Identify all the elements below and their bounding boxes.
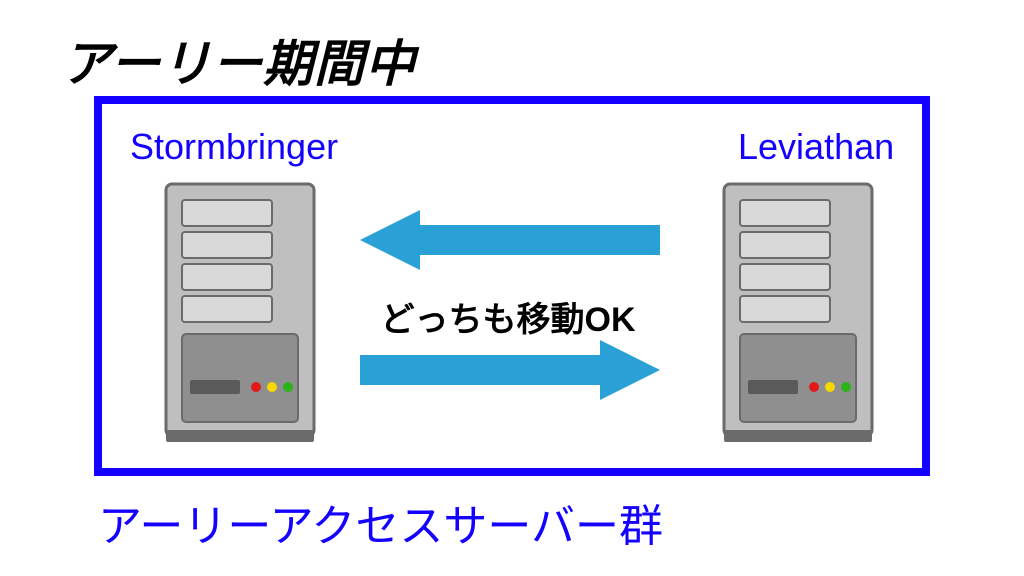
server-tower-icon <box>160 180 320 446</box>
diagram-canvas: アーリー期間中 Stormbringer Leviathan どっちも移動OK … <box>0 0 1024 576</box>
transfer-ok-text: どっちも移動OK <box>358 292 658 341</box>
server-left <box>160 180 320 446</box>
server-tower-icon <box>718 180 878 446</box>
page-title: アーリー期間中 <box>62 24 416 96</box>
arrow-right-icon <box>360 340 660 400</box>
server-label-right: Leviathan <box>738 126 894 168</box>
server-right <box>718 180 878 446</box>
server-label-left: Stormbringer <box>130 126 338 168</box>
arrow-left-icon <box>360 210 660 270</box>
group-caption: アーリーアクセスサーバー群 <box>98 490 663 554</box>
